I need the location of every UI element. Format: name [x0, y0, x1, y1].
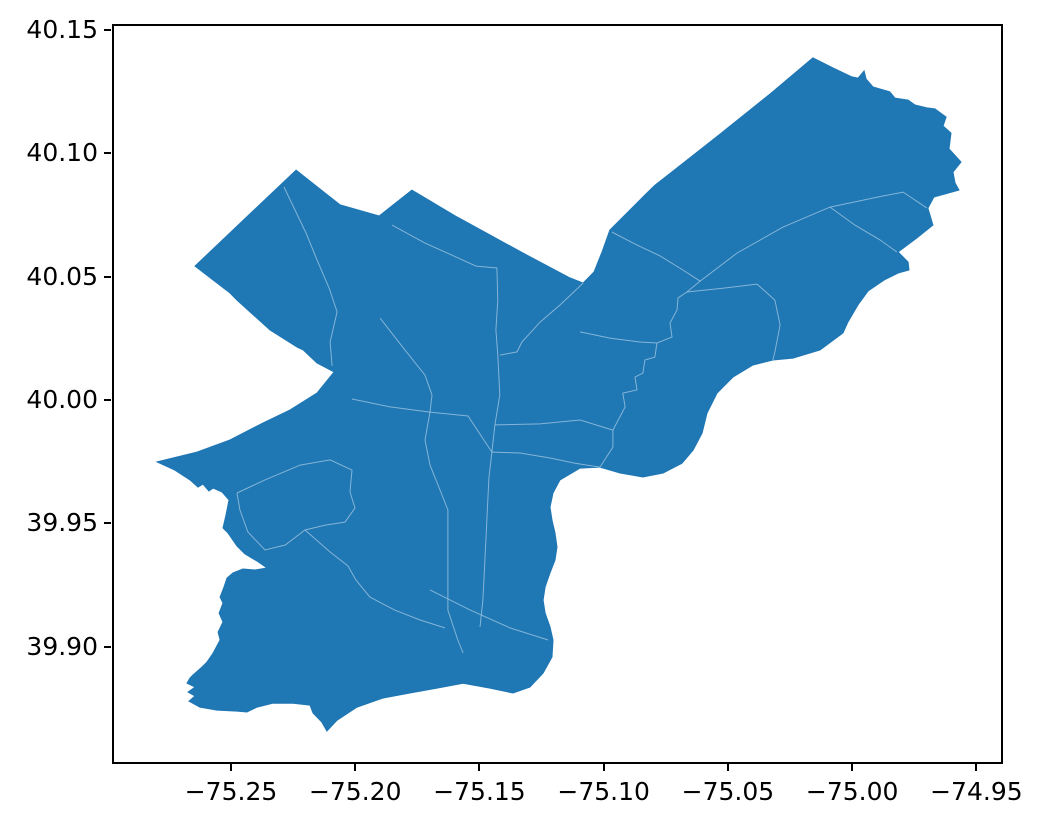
district-boundary-line: [304, 529, 446, 629]
y-tick-label: 39.90: [26, 631, 98, 661]
x-tick-label: −75.15: [433, 777, 526, 806]
y-tick-label: 40.15: [26, 15, 98, 44]
y-tick-label: 39.95: [26, 508, 98, 538]
y-tick-label: 40.10: [26, 138, 98, 168]
x-tick-label: −75.05: [681, 777, 775, 806]
philadelphia-boundary-polygon: [155, 57, 962, 732]
x-tick-mark: [602, 764, 605, 771]
district-boundary-line: [391, 224, 501, 453]
district-boundary-line: [611, 191, 928, 282]
y-tick-mark: [104, 522, 111, 525]
district-boundary-line: [686, 283, 781, 361]
y-tick-mark: [104, 275, 111, 278]
y-tick-mark: [104, 152, 111, 155]
x-tick-mark: [975, 764, 978, 771]
district-boundary-line: [599, 280, 701, 468]
y-tick-mark: [104, 399, 111, 401]
district-boundary-line: [379, 317, 464, 654]
district-boundary-line: [236, 459, 356, 551]
district-boundary-line: [491, 451, 601, 468]
x-tick-mark: [851, 764, 854, 771]
x-tick-label: −75.10: [557, 777, 650, 806]
district-boundary-lines: [236, 186, 928, 654]
y-tick-mark: [104, 645, 111, 648]
x-tick-mark: [230, 764, 232, 771]
district-boundary-line: [579, 331, 657, 344]
x-tick-label: −75.20: [308, 777, 402, 806]
district-boundary-line: [429, 589, 549, 641]
x-tick-mark: [354, 764, 357, 771]
y-tick-label: 40.00: [26, 385, 98, 414]
district-boundary-line: [479, 452, 493, 627]
x-tick-mark: [726, 764, 729, 771]
x-tick-label: −74.95: [930, 777, 1023, 806]
y-tick-label: 40.05: [26, 261, 98, 291]
district-boundary-line: [494, 419, 614, 431]
x-tick-label: −75.25: [184, 777, 278, 806]
district-boundary-line: [829, 206, 898, 253]
district-boundary-line: [283, 186, 338, 367]
x-tick-label: −75.00: [805, 777, 899, 806]
x-tick-mark: [478, 764, 481, 771]
y-tick-mark: [104, 29, 111, 31]
district-boundary-line: [500, 282, 584, 356]
